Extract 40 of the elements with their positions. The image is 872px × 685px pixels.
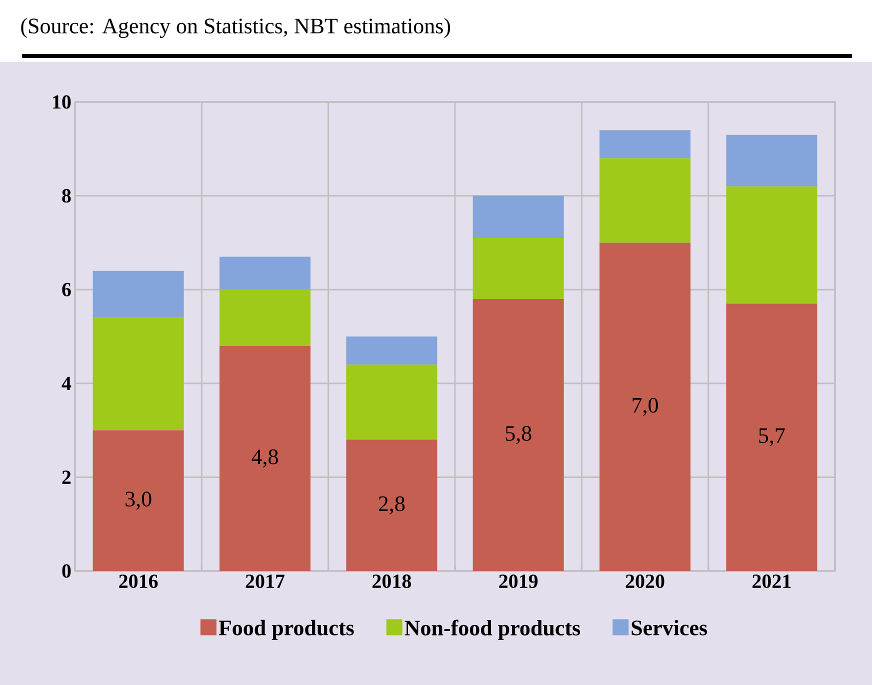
bar <box>600 130 691 158</box>
bar <box>92 318 184 430</box>
bar <box>472 238 564 299</box>
bar <box>726 186 818 304</box>
bar <box>220 290 311 346</box>
bar <box>600 158 691 243</box>
y-tick-label: 2 <box>62 470 71 484</box>
x-tick-label: 2021 <box>752 574 791 588</box>
data-label: 5,8 <box>506 426 532 444</box>
bar <box>346 336 438 365</box>
data-label: 2,8 <box>378 496 405 514</box>
y-tick-label: 6 <box>62 282 71 296</box>
data-label: 5,7 <box>759 428 785 446</box>
x-tick-label: 2017 <box>246 574 285 588</box>
bar <box>726 304 818 571</box>
x-tick-label: 2020 <box>626 574 664 588</box>
legend-label: Food products <box>218 620 354 640</box>
text: (Source: Agency on Statistics, NBT estimations) <box>21 18 450 38</box>
x-tick-label: 2019 <box>499 574 538 588</box>
data-label: 4,8 <box>252 449 278 468</box>
legend-label: Services <box>632 620 708 636</box>
bar <box>346 364 438 440</box>
bar <box>92 430 184 571</box>
bar <box>346 440 438 571</box>
y-tick-label: 4 <box>62 376 72 390</box>
bar <box>472 196 564 238</box>
y-tick-label: 10 <box>53 95 71 109</box>
x-tick-label: 2018 <box>372 574 412 588</box>
bar <box>726 134 818 186</box>
data-label: 7,0 <box>632 398 658 416</box>
bar <box>472 298 564 571</box>
y-tick-label: 8 <box>62 189 71 203</box>
bar <box>220 346 311 571</box>
bar <box>92 270 184 318</box>
y-tick-label: 0 <box>62 564 71 578</box>
x-tick-label: 2016 <box>119 574 158 588</box>
bar <box>220 256 311 290</box>
bar <box>600 242 691 571</box>
legend-label: Non-food products <box>404 620 580 640</box>
data-label: 3,0 <box>126 492 152 510</box>
